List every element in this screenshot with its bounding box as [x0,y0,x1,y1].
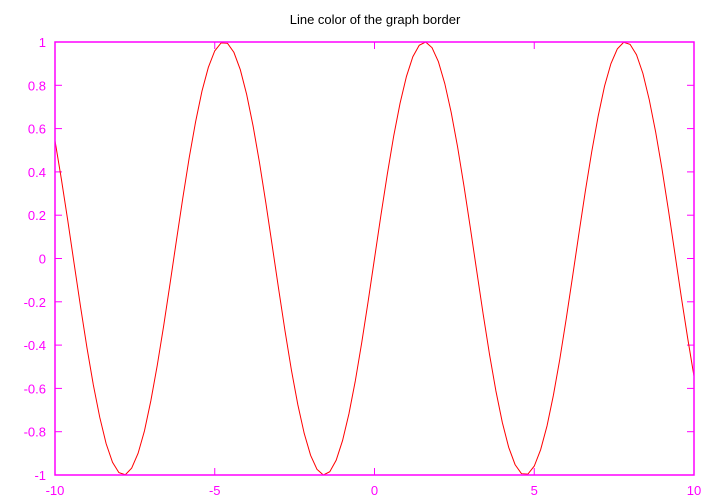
y-tick-label: 1 [39,35,46,50]
y-tick-label: 0 [39,252,46,267]
x-tick-label: -10 [46,483,65,498]
y-tick-label: 0.6 [28,122,46,137]
y-tick-label: -0.6 [24,381,46,396]
plot-border [54,41,695,476]
x-tick-label: -5 [209,483,221,498]
x-tick-label: 5 [531,483,538,498]
x-tick-label: 10 [687,483,701,498]
y-tick-label: -1 [34,468,46,483]
series-line [54,41,695,476]
chart-title: Line color of the graph border [290,12,461,27]
y-tick-label: 0.2 [28,208,46,223]
y-tick-label: -0.4 [24,338,46,353]
y-tick-label: -0.8 [24,425,46,440]
y-tick-label: 0.4 [28,165,46,180]
tick-labels-group: 1 0.8 0.6 0.4 0.2 0 -0.2 -0.4 -0.6 -0.8 -1-10 -5 0 5 1… [24,35,702,498]
x-tick-label: 0 [371,483,378,498]
y-tick-label: -0.2 [24,295,46,310]
y-tick-label: 0.8 [28,78,46,93]
